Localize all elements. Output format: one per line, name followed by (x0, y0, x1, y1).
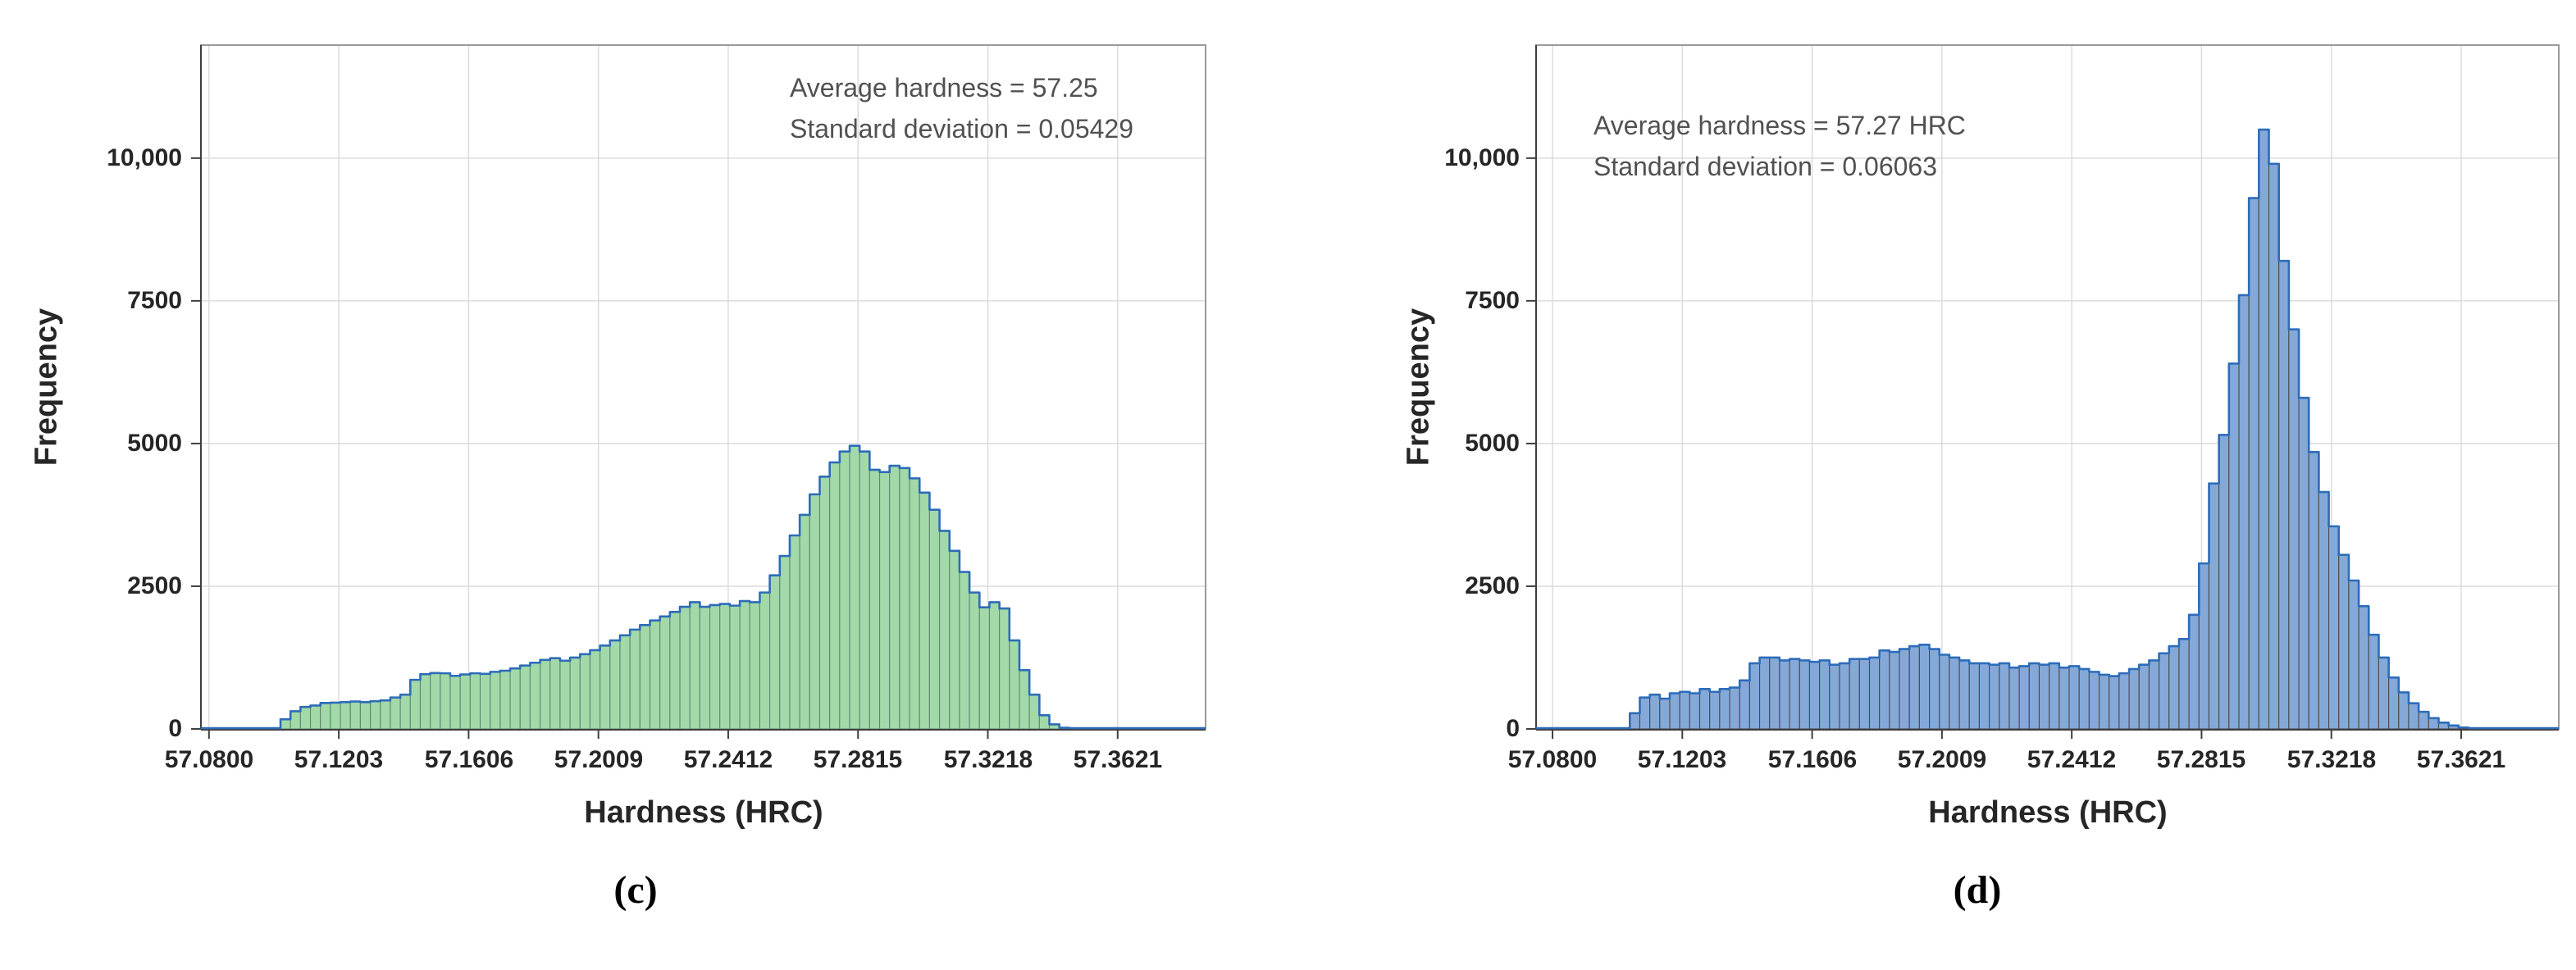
histogram-plot-d (1526, 44, 2560, 739)
x-tick-label: 57.1606 (424, 746, 514, 773)
stats-annotation-c: Average hardness = 57.25 Standard deviat… (790, 67, 1133, 149)
y-tick-label: 0 (1506, 715, 1520, 742)
y-tick-label: 0 (168, 715, 182, 742)
stats-annotation-d: Average hardness = 57.27 HRC Standard de… (1593, 105, 1966, 187)
average-hardness-text: Average hardness = 57.25 (790, 73, 1098, 102)
y-axis-title-c: Frequency (29, 307, 64, 467)
x-tick-label: 57.2815 (813, 746, 903, 773)
y-tick-label: 5000 (1465, 430, 1520, 457)
y-tick-label: 7500 (1465, 287, 1520, 314)
x-tick-label: 57.0800 (164, 746, 254, 773)
y-tick-label: 2500 (1465, 572, 1520, 599)
y-axis-title-d: Frequency (1401, 307, 1436, 467)
average-hardness-text: Average hardness = 57.27 HRC (1593, 111, 1966, 140)
y-tick-label: 7500 (127, 287, 182, 314)
x-tick-label: 57.0800 (1507, 746, 1598, 773)
x-tick-label: 57.3621 (1073, 746, 1163, 773)
x-tick-label: 57.3218 (943, 746, 1033, 773)
x-axis-title-d: Hardness (HRC) (1928, 795, 2168, 830)
standard-deviation-text: Standard deviation = 0.06063 (1593, 152, 1937, 181)
panel-label-c: (c) (613, 868, 658, 912)
x-tick-label: 57.2815 (2156, 746, 2246, 773)
x-tick-label: 57.2009 (554, 746, 644, 773)
y-tick-label: 10,000 (107, 144, 182, 171)
x-tick-label: 57.3218 (2286, 746, 2377, 773)
x-tick-label: 57.1203 (1637, 746, 1727, 773)
x-axis-title-c: Hardness (HRC) (584, 795, 823, 830)
x-tick-label: 57.2412 (2027, 746, 2117, 773)
y-tick-label: 5000 (127, 430, 182, 457)
standard-deviation-text: Standard deviation = 0.05429 (790, 114, 1133, 143)
y-tick-label: 10,000 (1444, 144, 1520, 171)
x-tick-label: 57.2412 (683, 746, 773, 773)
x-tick-label: 57.2009 (1897, 746, 1987, 773)
y-tick-label: 2500 (127, 572, 182, 599)
histogram-plot-c (191, 44, 1206, 739)
x-tick-label: 57.3621 (2416, 746, 2506, 773)
x-tick-label: 57.1203 (294, 746, 384, 773)
panel-label-d: (d) (1953, 868, 2002, 912)
x-tick-label: 57.1606 (1767, 746, 1858, 773)
